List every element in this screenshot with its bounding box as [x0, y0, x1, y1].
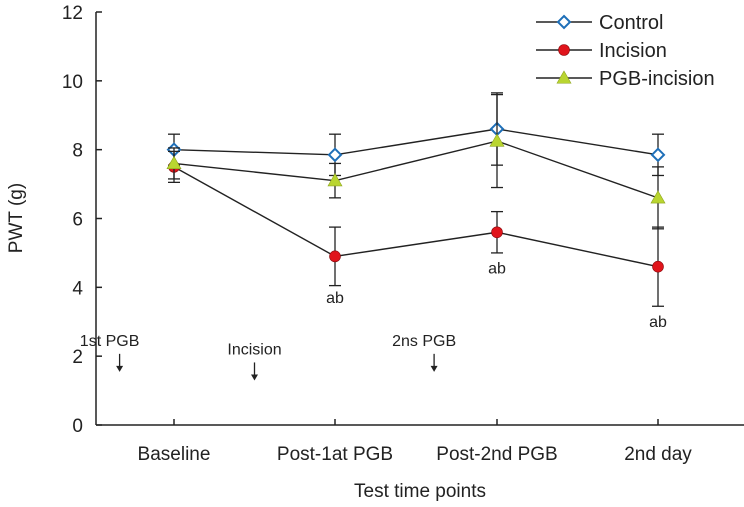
y-tick-label: 8 [72, 141, 83, 162]
annotations: 1st PGB Incision 2ns PGB ab ab ab [80, 261, 667, 381]
control-point [327, 147, 343, 163]
event-label: 2ns PGB [392, 333, 456, 350]
series-pgb-incision [166, 93, 666, 230]
legend: Control Incision PGB-incision [536, 12, 715, 90]
x-tick-label: 2nd day [624, 444, 692, 465]
y-tick-label: 4 [72, 278, 83, 299]
pgb-incision-point [489, 133, 505, 147]
incision-point [558, 44, 570, 56]
control-point [650, 147, 666, 163]
significance-label: ab [488, 261, 506, 278]
x-tick-label: Post-2nd PGB [436, 444, 557, 465]
legend-label: Control [599, 12, 663, 34]
pgb-incision-point [650, 190, 666, 204]
series-group [166, 92, 666, 307]
significance-label: ab [326, 290, 344, 307]
series-line [173, 140, 659, 199]
pgb-incision-point [166, 155, 182, 169]
y-tick-label: 12 [62, 3, 83, 24]
x-axis-ticks: Baseline Post-1at PGB Post-2nd PGB 2nd day [138, 419, 692, 465]
y-tick-label: 6 [72, 210, 83, 231]
pgb-incision-point [556, 70, 572, 84]
y-tick-label: 2 [72, 347, 83, 368]
arrow-head-icon [116, 365, 124, 372]
significance-label: ab [649, 314, 667, 331]
legend-label: PGB-incision [599, 68, 715, 90]
x-tick-label: Baseline [138, 444, 211, 465]
control-point [556, 14, 572, 30]
x-tick-label: Post-1at PGB [277, 444, 393, 465]
y-axis-title: PWT (g) [6, 183, 27, 253]
incision-point [329, 250, 341, 263]
y-tick-label: 10 [62, 72, 83, 93]
event-label: 1st PGB [80, 333, 140, 350]
pgb-incision-point [327, 173, 343, 187]
series-line [173, 166, 659, 268]
series-control [166, 92, 666, 177]
arrow-head-icon [251, 374, 258, 381]
incision-point [491, 226, 503, 239]
incision-point [652, 260, 664, 273]
series-line [173, 128, 659, 156]
legend-label: Incision [599, 40, 667, 62]
arrow-head-icon [430, 365, 438, 372]
series-incision [168, 150, 664, 307]
y-axis-ticks: 0 2 4 6 8 10 12 [62, 3, 102, 437]
y-tick-label: 0 [72, 416, 83, 437]
event-label: Incision [227, 341, 281, 358]
x-axis-title: Test time points [354, 481, 486, 502]
